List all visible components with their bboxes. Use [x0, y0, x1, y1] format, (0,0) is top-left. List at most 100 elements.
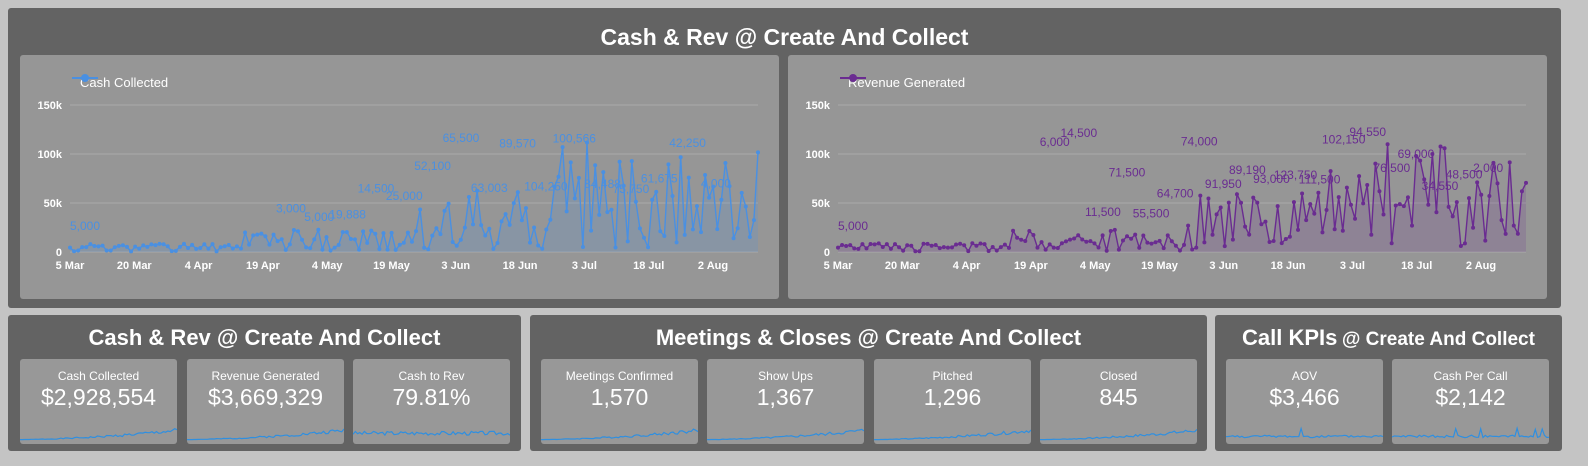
kpi-value: $3,466 — [1269, 384, 1340, 410]
data-point — [1210, 232, 1215, 237]
data-point — [511, 201, 516, 206]
data-point — [450, 240, 455, 245]
data-point — [836, 245, 840, 250]
data-point — [357, 247, 362, 252]
data-point — [100, 243, 105, 248]
data-label: 64,700 — [1157, 187, 1194, 201]
data-point — [418, 207, 423, 212]
kpi-label: Cash Per Call — [1433, 369, 1508, 383]
data-point — [1234, 192, 1239, 197]
x-tick-label: 3 Jun — [1209, 260, 1238, 272]
data-point — [925, 241, 930, 246]
data-point — [397, 242, 402, 247]
data-point — [1051, 245, 1056, 250]
data-label: 55,500 — [1133, 207, 1170, 221]
data-point — [1104, 248, 1109, 253]
data-point — [662, 234, 667, 239]
data-point — [1450, 214, 1455, 219]
data-point — [966, 249, 971, 254]
data-point — [1149, 241, 1154, 246]
legend-marker-icon — [72, 74, 98, 82]
data-point — [72, 249, 77, 254]
data-point — [1426, 202, 1431, 207]
data-point — [585, 140, 590, 145]
cash-collected-chart[interactable]: 150k 100k 50k 0 5 Mar 20 Mar 4 Apr 19 Apr 4 May 1… — [20, 55, 779, 299]
data-point — [68, 245, 72, 250]
data-point — [650, 197, 655, 202]
data-point — [194, 246, 199, 251]
data-point — [1100, 233, 1105, 238]
data-point — [434, 226, 439, 231]
data-label: 3,000 — [276, 202, 306, 216]
data-point — [589, 228, 594, 233]
data-point — [1422, 177, 1427, 182]
kpi-label: Pitched — [932, 369, 973, 383]
data-label: 123,750 — [1274, 168, 1318, 182]
kpi-card-meetings-confirmed[interactable]: Meetings Confirmed 1,570 — [541, 359, 698, 444]
data-point — [320, 247, 325, 252]
kpi-card-aov[interactable]: AOV $3,466 — [1226, 359, 1383, 444]
data-point — [1348, 202, 1353, 207]
data-point — [682, 232, 687, 237]
data-point — [173, 248, 178, 253]
data-point — [548, 217, 553, 222]
data-point — [1442, 146, 1447, 151]
kpi-card-cash-per-call[interactable]: Cash Per Call $2,142 — [1392, 359, 1549, 444]
data-point — [1112, 227, 1117, 232]
data-point — [1471, 225, 1476, 230]
data-point — [88, 242, 93, 247]
kpi-card-revenue-generated[interactable]: Revenue Generated $3,669,329 — [187, 359, 344, 444]
x-tick-label: 18 Jun — [503, 260, 538, 272]
data-point — [609, 207, 614, 212]
data-point — [161, 242, 166, 247]
kpi-sparkline — [707, 428, 864, 441]
data-label: 89,190 — [1229, 163, 1266, 177]
data-point — [1381, 212, 1386, 217]
kpi-sparkline — [353, 430, 510, 437]
chart-legend[interactable]: Revenue Generated — [840, 73, 965, 91]
data-point — [876, 241, 881, 246]
data-point — [1291, 200, 1296, 205]
kpi-card-show-ups[interactable]: Show Ups 1,367 — [707, 359, 864, 444]
data-label: 2,000 — [1473, 161, 1503, 175]
data-point — [251, 233, 256, 238]
data-point — [1308, 202, 1313, 207]
x-tick-label: 2 Aug — [1466, 260, 1496, 272]
kpi-card-cash-collected[interactable]: Cash Collected $2,928,554 — [20, 359, 177, 444]
data-point — [1483, 238, 1488, 243]
data-point — [1177, 248, 1182, 253]
data-point — [409, 239, 414, 244]
chart-legend[interactable]: Cash Collected — [72, 73, 168, 91]
data-point — [1116, 247, 1121, 252]
data-point — [226, 243, 231, 248]
data-point — [1418, 158, 1423, 163]
data-point — [617, 159, 622, 164]
meetings-closes-panel-title: Meetings & Closes @ Create And Collect — [655, 325, 1082, 350]
data-point — [247, 242, 252, 247]
cash-collected-chart-svg: 150k 100k 50k 05 Mar 20 Mar 4 Apr 19 Apr 4 May 1… — [38, 100, 760, 272]
data-point — [1202, 240, 1207, 245]
data-point — [597, 212, 602, 217]
data-point — [137, 246, 142, 251]
data-point — [1438, 144, 1443, 149]
data-point — [169, 249, 174, 254]
kpi-label: Cash Collected — [57, 369, 140, 383]
kpi-card-pitched[interactable]: Pitched 1,296 — [874, 359, 1031, 444]
data-point — [540, 246, 545, 251]
x-tick-label: 19 Apr — [246, 260, 281, 272]
kpi-value: 79.81% — [392, 384, 471, 410]
data-label: 4,000 — [701, 177, 731, 191]
data-point — [654, 189, 659, 194]
data-point — [625, 239, 630, 244]
data-label: 25,000 — [386, 189, 423, 203]
data-point — [92, 244, 97, 249]
kpi-card-closed[interactable]: Closed 845 — [1040, 359, 1197, 444]
data-point — [1133, 232, 1138, 237]
data-point — [909, 243, 914, 248]
y-tick-label: 0 — [56, 247, 62, 259]
revenue-generated-chart[interactable]: 150k 100k 50k 0 5 Mar 20 Mar 4 Apr 19 Apr 4 May 1… — [788, 55, 1547, 299]
data-point — [1275, 204, 1280, 209]
data-point — [568, 160, 573, 165]
data-point — [1182, 242, 1187, 247]
kpi-card-cash-to-rev[interactable]: Cash to Rev 79.81% — [353, 359, 510, 444]
